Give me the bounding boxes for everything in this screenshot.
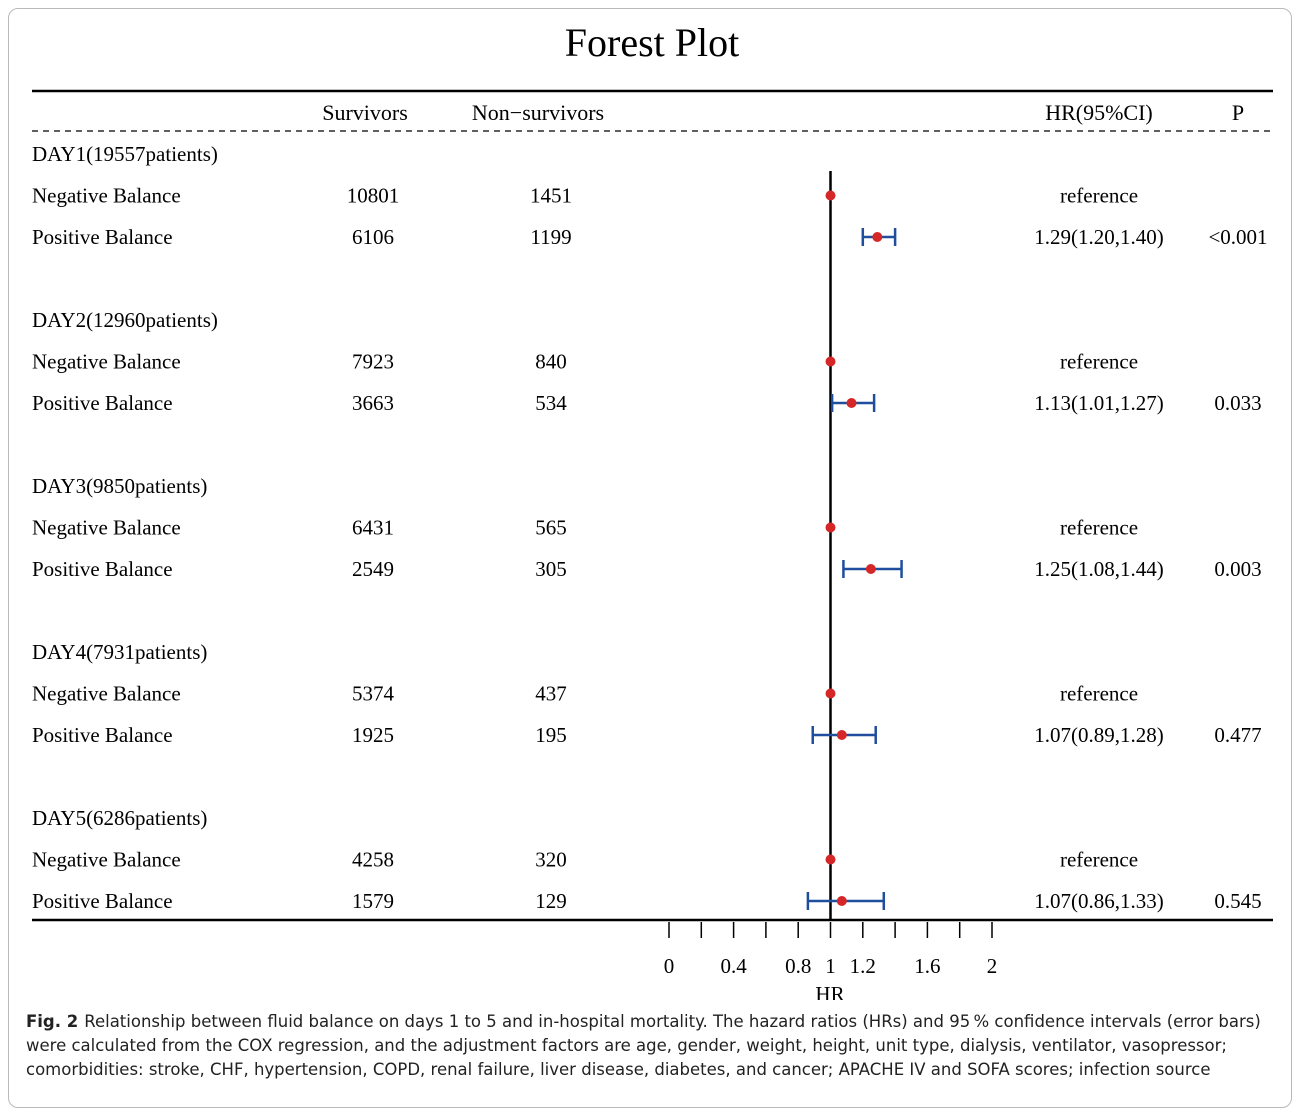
p-value: 0.545 [1214, 889, 1261, 913]
row-label: Positive Balance [32, 889, 173, 913]
hr-point [836, 896, 847, 906]
x-tick-label: 1.6 [914, 954, 940, 978]
x-axis: 0 0.4 0.8 1 1.2 1.6 2 [664, 922, 998, 978]
forest-plot: Forest Plot Survivors Non−survivors HR(9… [32, 20, 1273, 1000]
survivors-count: 6106 [352, 225, 394, 249]
group-heading: DAY5(6286patients) [32, 806, 207, 830]
hr-ci-value: reference [1060, 682, 1138, 706]
figure-caption: Fig. 2 Relationship between fluid balance… [26, 1010, 1281, 1082]
p-value: <0.001 [1208, 225, 1267, 249]
non-survivors-count: 1451 [530, 184, 572, 208]
row-label: Negative Balance [32, 682, 181, 706]
hr-ci-value: 1.25(1.08,1.44) [1034, 557, 1164, 581]
hr-point [865, 564, 876, 574]
table-rows: DAY1(19557patients) Negative Balance 10801… [32, 142, 1268, 913]
x-axis-label: HR [815, 982, 844, 1000]
survivors-count: 4258 [352, 848, 394, 872]
header-non-survivors: Non−survivors [472, 100, 604, 125]
hr-point [825, 688, 836, 699]
non-survivors-count: 534 [535, 391, 567, 415]
group-heading: DAY4(7931patients) [32, 640, 207, 664]
non-survivors-count: 305 [535, 557, 567, 581]
non-survivors-count: 129 [535, 889, 567, 913]
x-tick-label: 1.2 [850, 954, 876, 978]
non-survivors-count: 840 [535, 350, 567, 374]
non-survivors-count: 565 [535, 516, 567, 540]
hr-point [825, 356, 836, 367]
p-value: 0.003 [1214, 557, 1261, 581]
hr-point [836, 730, 847, 740]
hr-ci-value: reference [1060, 350, 1138, 374]
group-heading: DAY3(9850patients) [32, 474, 207, 498]
non-survivors-count: 1199 [530, 225, 571, 249]
p-value: 0.033 [1214, 391, 1261, 415]
plot-marks [806, 171, 903, 920]
x-tick-label: 0.8 [785, 954, 811, 978]
hr-ci-value: reference [1060, 516, 1138, 540]
row-label: Negative Balance [32, 848, 181, 872]
x-tick-label: 2 [987, 954, 998, 978]
non-survivors-count: 437 [535, 682, 567, 706]
hr-ci-value: 1.07(0.89,1.28) [1034, 723, 1164, 747]
hr-point [825, 854, 836, 865]
hr-ci-value: reference [1060, 184, 1138, 208]
x-tick-label: 0.4 [720, 954, 747, 978]
row-label: Positive Balance [32, 723, 173, 747]
group-heading: DAY1(19557patients) [32, 142, 218, 166]
hr-point [825, 190, 836, 201]
header-p: P [1232, 100, 1244, 125]
survivors-count: 7923 [352, 350, 394, 374]
row-label: Positive Balance [32, 557, 173, 581]
survivors-count: 3663 [352, 391, 394, 415]
caption-label: Fig. 2 [26, 1012, 79, 1031]
hr-point [846, 398, 857, 408]
x-tick-label: 0 [664, 954, 675, 978]
non-survivors-count: 320 [535, 848, 567, 872]
survivors-count: 2549 [352, 557, 394, 581]
row-label: Negative Balance [32, 350, 181, 374]
survivors-count: 1925 [352, 723, 394, 747]
survivors-count: 1579 [352, 889, 394, 913]
hr-point [872, 232, 883, 242]
survivors-count: 6431 [352, 516, 394, 540]
chart-title: Forest Plot [565, 20, 739, 65]
caption-text: Relationship between fluid balance on da… [26, 1012, 1261, 1079]
hr-ci-value: 1.07(0.86,1.33) [1034, 889, 1164, 913]
non-survivors-count: 195 [535, 723, 567, 747]
group-heading: DAY2(12960patients) [32, 308, 218, 332]
hr-ci-value: reference [1060, 848, 1138, 872]
row-label: Negative Balance [32, 516, 181, 540]
hr-ci-value: 1.29(1.20,1.40) [1034, 225, 1164, 249]
row-label: Positive Balance [32, 391, 173, 415]
p-value: 0.477 [1214, 723, 1261, 747]
survivors-count: 5374 [352, 682, 395, 706]
row-label: Positive Balance [32, 225, 173, 249]
row-label: Negative Balance [32, 184, 181, 208]
header-hr-ci: HR(95%CI) [1045, 100, 1153, 125]
survivors-count: 10801 [347, 184, 400, 208]
x-tick-label: 1 [825, 954, 836, 978]
hr-ci-value: 1.13(1.01,1.27) [1034, 391, 1164, 415]
hr-point [825, 522, 836, 533]
header-survivors: Survivors [322, 100, 408, 125]
